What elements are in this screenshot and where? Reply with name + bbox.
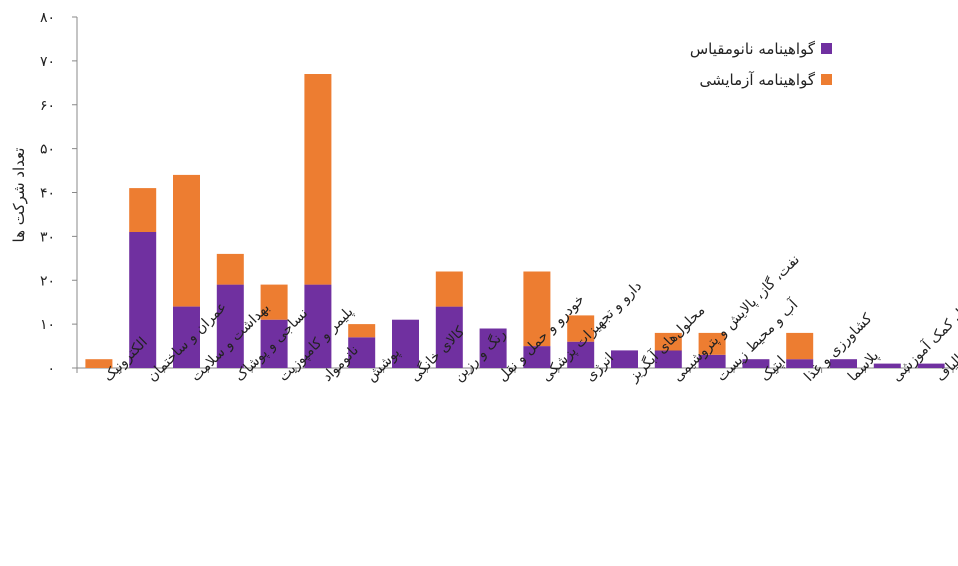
- bar-segment-nanoscale: [260, 319, 288, 368]
- bar-segment-nanoscale: [523, 346, 551, 368]
- legend: گواهینامه نانومقیاس گواهینامه آزمایشی: [690, 40, 832, 89]
- y-tick-label: ۶۰: [40, 98, 55, 114]
- bar-segment-trial: [304, 74, 332, 285]
- legend-label-trial: گواهینامه آزمایشی: [699, 71, 815, 89]
- y-tick-label: ۵۰: [40, 142, 55, 158]
- bar-segment-trial: [85, 359, 113, 368]
- y-tick-label: ۱۰: [40, 317, 55, 333]
- bar-segment-nanoscale: [698, 354, 726, 368]
- bar-segment-trial: [567, 315, 595, 342]
- y-axis: ۰ ۱۰ ۲۰ ۳۰ ۴۰ ۵۰ ۶۰ ۷۰ ۸۰: [40, 10, 78, 377]
- bar-segment-trial: [698, 332, 726, 355]
- bar-segment-nanoscale: [654, 350, 682, 368]
- bar-segment-nanoscale: [129, 232, 157, 368]
- bar-segment-trial: [786, 332, 814, 360]
- y-tick-label: ۰: [47, 361, 55, 377]
- bar-segment-nanoscale: [173, 306, 200, 368]
- bar-segment-nanoscale: [216, 284, 244, 368]
- bar-segment-nanoscale: [873, 363, 901, 368]
- y-tick-label: ۴۰: [40, 186, 55, 202]
- bars: [85, 74, 945, 368]
- bar-segment-nanoscale: [348, 337, 376, 368]
- bar-segment-trial: [260, 284, 288, 320]
- bar-segment-nanoscale: [304, 284, 332, 368]
- y-tick-label: ۳۰: [40, 229, 55, 245]
- bar-segment-trial: [523, 271, 551, 347]
- legend-swatch-trial: [821, 74, 832, 85]
- bar-segment-nanoscale: [611, 350, 638, 368]
- bar-segment-nanoscale: [742, 359, 770, 368]
- y-tick-label: ۷۰: [40, 54, 55, 70]
- bar-segment-trial: [435, 271, 463, 307]
- bar-segment-nanoscale: [392, 319, 419, 368]
- bar-segment-trial: [129, 188, 157, 232]
- category-label: اپتیک: [757, 353, 789, 385]
- bar-segment-nanoscale: [435, 306, 463, 368]
- bar-segment-trial: [216, 253, 244, 285]
- y-axis-label: تعداد شرکت ها: [10, 148, 28, 243]
- y-tick-label: ۲۰: [40, 273, 55, 289]
- legend-swatch-nanoscale: [821, 43, 832, 54]
- y-tick-label: ۸۰: [40, 10, 55, 26]
- bar-segment-trial: [654, 332, 682, 351]
- legend-label-nanoscale: گواهینامه نانومقیاس: [690, 40, 816, 58]
- bar-segment-trial: [173, 174, 200, 307]
- bar-segment-nanoscale: [786, 359, 814, 368]
- bar-segment-nanoscale: [479, 328, 507, 368]
- bar-segment-nanoscale: [917, 363, 945, 368]
- bar-segment-nanoscale: [830, 359, 857, 368]
- category-label: محلول‌های آبگریز: [625, 302, 709, 386]
- bar-segment-trial: [348, 324, 376, 338]
- bar-segment-nanoscale: [567, 341, 595, 368]
